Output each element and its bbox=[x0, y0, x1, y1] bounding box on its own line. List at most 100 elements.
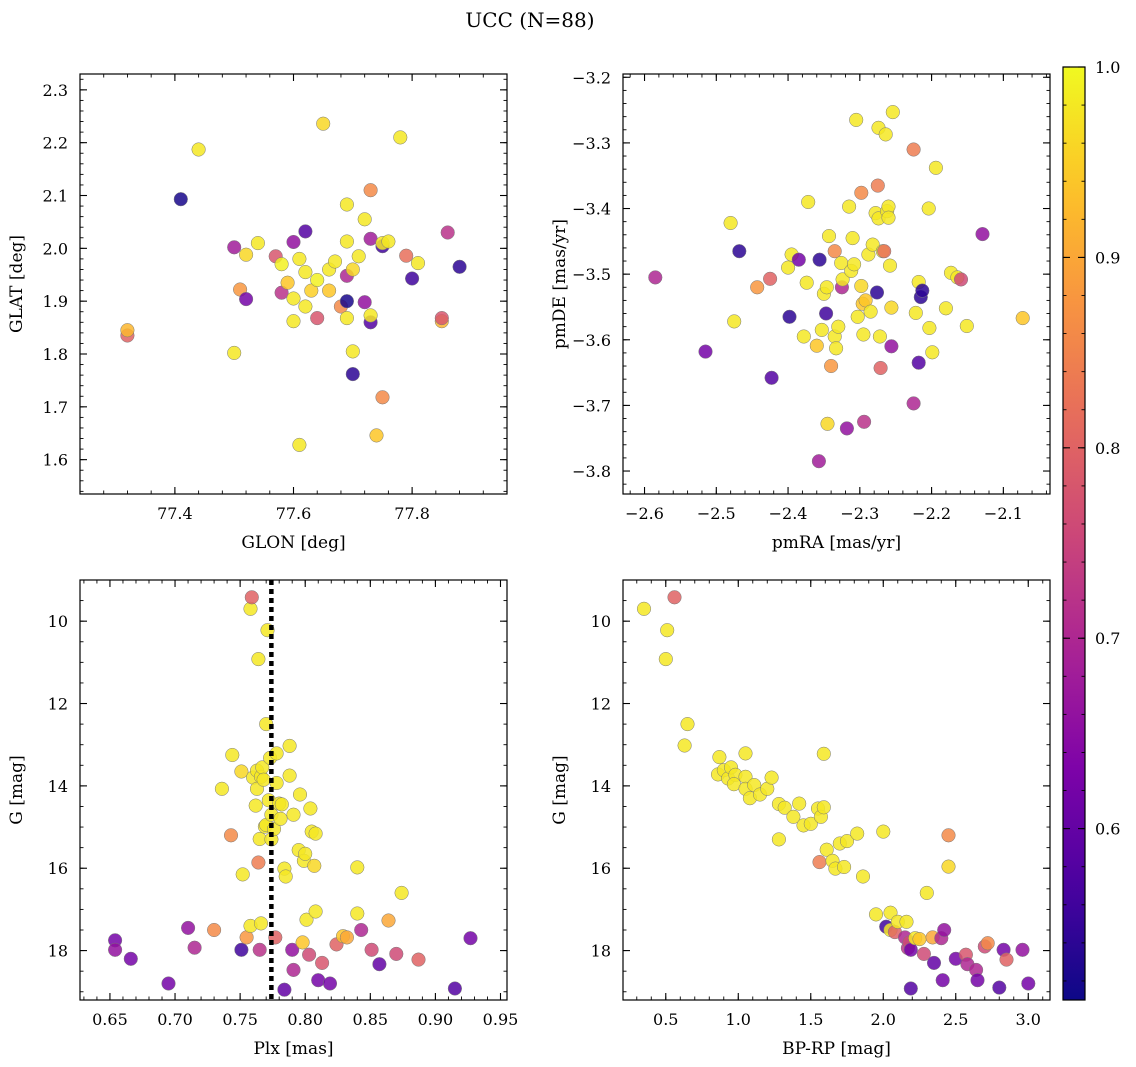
data-point bbox=[405, 271, 420, 286]
data-point bbox=[372, 957, 387, 972]
data-point bbox=[250, 236, 265, 251]
data-point bbox=[364, 942, 379, 957]
panel-glon_glat: 77.4 77.6 77.8 1.6 1.7 1.8 1.9 2.0 2.1 2.2 2.3 GLON… bbox=[7, 73, 508, 553]
data-point bbox=[339, 294, 354, 309]
data-point bbox=[941, 859, 956, 874]
data-point bbox=[303, 801, 318, 816]
data-point bbox=[885, 105, 900, 120]
data-point bbox=[354, 922, 369, 938]
data-point bbox=[440, 225, 455, 240]
data-point bbox=[750, 280, 765, 295]
x-tick-label: 77.4 bbox=[157, 504, 193, 523]
data-point bbox=[850, 309, 865, 324]
data-point bbox=[881, 210, 896, 225]
x-tick-label: −2.6 bbox=[625, 504, 664, 523]
data-point bbox=[357, 212, 372, 227]
x-tick-label: 0.75 bbox=[222, 1010, 258, 1029]
data-point bbox=[819, 842, 834, 857]
points-glon_glat bbox=[120, 116, 467, 452]
data-point bbox=[856, 327, 871, 342]
y-tick-label: 2.2 bbox=[43, 134, 68, 153]
data-point bbox=[280, 275, 295, 290]
data-point bbox=[299, 912, 314, 927]
data-point bbox=[234, 764, 249, 779]
data-point bbox=[877, 244, 892, 259]
data-point bbox=[959, 318, 974, 334]
colorbar-tick-label: 0.6 bbox=[1095, 820, 1120, 839]
data-point bbox=[906, 142, 921, 157]
data-point bbox=[916, 946, 931, 961]
data-point bbox=[181, 920, 196, 935]
data-point bbox=[831, 319, 846, 334]
colorbar-tick-label: 1.0 bbox=[1095, 58, 1120, 77]
points-cmd bbox=[636, 590, 1036, 996]
data-point bbox=[975, 227, 990, 242]
data-point bbox=[308, 904, 323, 919]
colorbar-tick-label: 0.7 bbox=[1095, 629, 1120, 648]
x-tick-label: 0.80 bbox=[287, 1010, 323, 1029]
data-point bbox=[980, 936, 995, 951]
panel-pm: −2.6 −2.5 −2.4 −2.3 −2.2 −2.1 −3.8 −3.7 −3.6 −3.5… bbox=[550, 68, 1051, 553]
data-point bbox=[315, 955, 330, 970]
data-point bbox=[375, 390, 390, 405]
data-point bbox=[345, 262, 360, 277]
data-point bbox=[345, 344, 360, 359]
data-point bbox=[363, 308, 378, 323]
y-tick-label: 10 bbox=[591, 612, 611, 631]
data-point bbox=[1015, 942, 1030, 957]
data-point bbox=[854, 185, 869, 200]
data-point bbox=[992, 980, 1007, 995]
y-axis-label: pmDE [mas/yr] bbox=[550, 219, 570, 349]
data-point bbox=[256, 772, 271, 787]
data-point bbox=[187, 940, 202, 955]
data-point bbox=[999, 952, 1014, 967]
data-point bbox=[803, 816, 818, 831]
x-axis-label: pmRA [mas/yr] bbox=[772, 533, 901, 553]
data-point bbox=[764, 770, 779, 785]
data-point bbox=[658, 652, 673, 667]
data-point bbox=[970, 973, 985, 988]
data-point bbox=[298, 224, 313, 239]
data-point bbox=[394, 885, 409, 900]
data-point bbox=[227, 345, 242, 360]
data-point bbox=[648, 270, 663, 285]
ticks-cmd: 0.5 1.0 1.5 2.0 2.5 3.0 10 12 14 16 18 bbox=[591, 579, 1050, 1029]
data-point bbox=[786, 809, 801, 824]
data-point bbox=[935, 973, 950, 988]
y-tick-label: 1.6 bbox=[43, 451, 68, 470]
y-tick-label: 16 bbox=[48, 859, 68, 878]
y-tick-label: 14 bbox=[591, 777, 611, 796]
data-point bbox=[298, 265, 313, 280]
axes-frame bbox=[622, 579, 1051, 1001]
data-point bbox=[928, 160, 943, 175]
y-tick-label: −3.2 bbox=[572, 68, 611, 87]
data-point bbox=[829, 341, 844, 356]
data-point bbox=[850, 826, 865, 841]
data-point bbox=[282, 738, 297, 753]
data-point bbox=[286, 807, 301, 822]
y-tick-label: 10 bbox=[48, 612, 68, 631]
figure-title: UCC (N=88) bbox=[465, 8, 594, 32]
y-tick-label: 2.0 bbox=[43, 239, 68, 258]
y-tick-label: 2.3 bbox=[43, 81, 68, 100]
x-tick-label: 0.90 bbox=[418, 1010, 454, 1029]
ticks-glon_glat: 77.4 77.6 77.8 1.6 1.7 1.8 1.9 2.0 2.1 2.2 2.3 bbox=[43, 74, 508, 523]
data-point bbox=[821, 229, 837, 244]
x-tick-label: −2.1 bbox=[984, 504, 1023, 523]
x-tick-label: −2.3 bbox=[840, 504, 879, 523]
data-point bbox=[763, 271, 778, 286]
data-point bbox=[782, 309, 797, 324]
data-point bbox=[723, 215, 738, 231]
data-point bbox=[812, 855, 827, 870]
data-point bbox=[251, 652, 266, 667]
y-axis-label: G [mag] bbox=[550, 755, 570, 824]
y-tick-label: 16 bbox=[591, 859, 611, 878]
data-point bbox=[363, 183, 378, 198]
data-point bbox=[876, 824, 891, 839]
points-pm bbox=[648, 105, 1030, 469]
data-point bbox=[698, 344, 713, 359]
data-point bbox=[677, 738, 692, 753]
data-point bbox=[863, 304, 878, 319]
data-point bbox=[1015, 311, 1030, 326]
y-tick-label: 12 bbox=[591, 695, 611, 714]
